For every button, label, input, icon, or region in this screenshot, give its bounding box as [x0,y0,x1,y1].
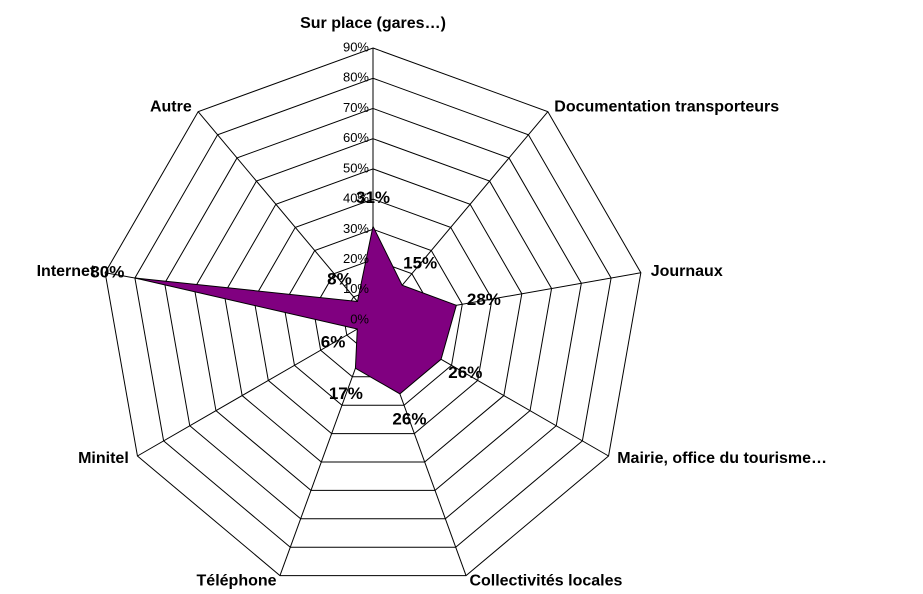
value-label: 28% [467,290,501,309]
value-label: 8% [327,270,352,289]
tick-label: 80% [343,70,369,85]
category-label: Sur place (gares…) [300,15,446,32]
grid-ring [164,107,582,520]
tick-label: 50% [343,160,369,175]
radar-area [134,224,457,395]
category-label: Documentation transporteurs [554,98,779,115]
grid-ring [193,138,553,491]
category-label: Minitel [78,450,129,467]
tick-label: 70% [343,100,369,115]
tick-label: 10% [343,281,369,296]
tick-label: 60% [343,130,369,145]
value-label: 26% [392,410,426,429]
value-label: 80% [90,263,124,282]
value-label: 15% [403,253,437,272]
tick-label: 0% [350,311,369,326]
value-label: 6% [321,333,346,352]
value-label: 17% [329,384,363,403]
tick-label: 40% [343,191,369,206]
category-label: Internet [37,263,96,280]
category-label: Téléphone [197,572,277,589]
axis-spoke [197,111,374,321]
category-label: Mairie, office du tourisme… [617,450,827,467]
category-label: Autre [150,98,192,115]
tick-label: 30% [343,221,369,236]
category-label: Collectivités locales [469,572,622,589]
grid-ring [134,77,612,548]
axis-spoke [137,319,374,457]
value-label: 31% [356,188,390,207]
grid-ring [104,47,642,577]
grid-ring [223,168,523,463]
grid-ring [283,228,463,406]
tick-label: 20% [343,251,369,266]
category-label: Journaux [651,263,723,280]
grid-ring [253,198,493,435]
tick-label: 90% [343,39,369,54]
value-label: 26% [448,363,482,382]
